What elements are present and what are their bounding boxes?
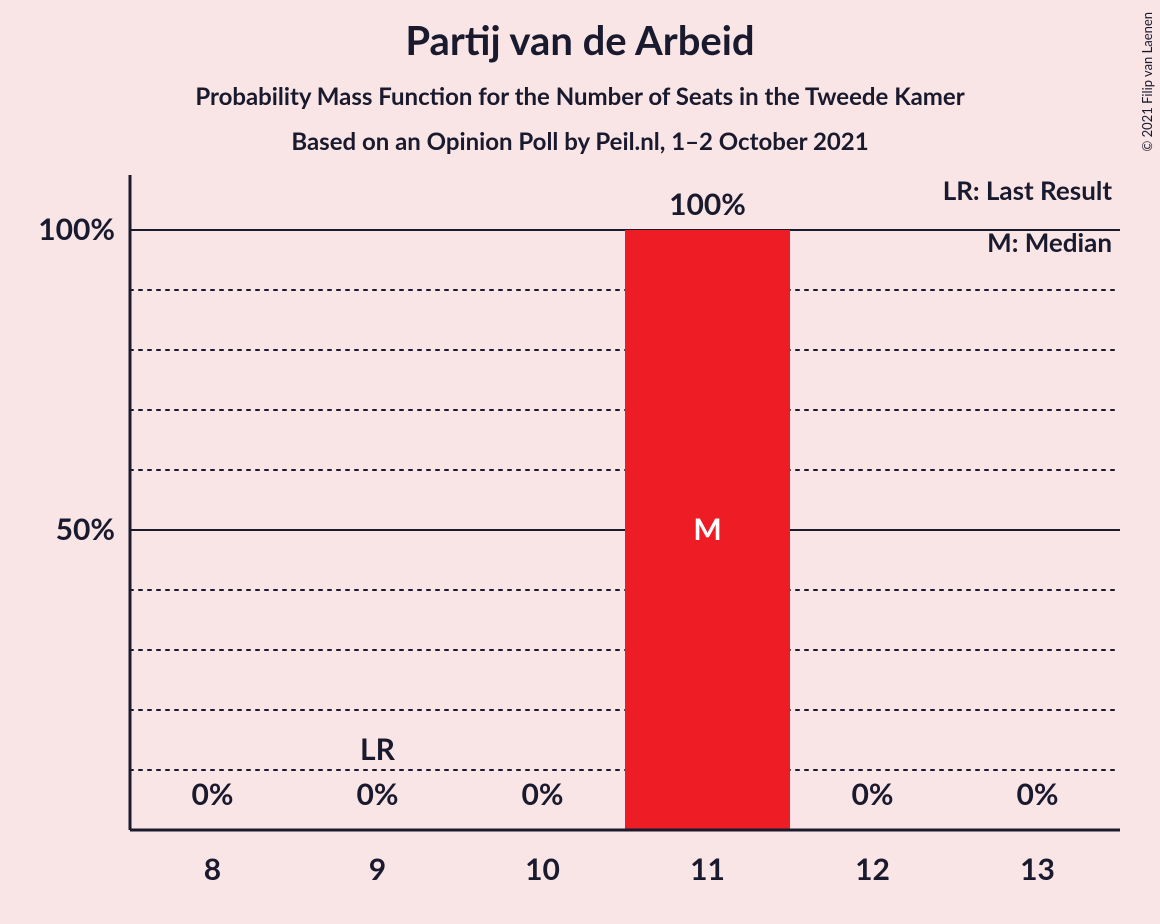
x-axis-label: 13: [1020, 851, 1055, 887]
median-annotation: M: [693, 511, 721, 547]
legend-lr: LR: Last Result: [943, 174, 1113, 206]
chart-subtitle-2: Based on an Opinion Poll by Peil.nl, 1–2…: [291, 127, 868, 156]
y-axis-label: 100%: [38, 211, 115, 247]
x-axis-label: 12: [855, 851, 890, 887]
bar-value-label: 0%: [192, 776, 234, 812]
bar-value-label: 0%: [1017, 776, 1059, 812]
x-axis-label: 8: [204, 851, 221, 887]
bar-value-label: 0%: [357, 776, 399, 812]
x-axis-label: 9: [369, 851, 386, 887]
chart-title: Partij van de Arbeid: [405, 16, 754, 64]
bar-value-label: 0%: [522, 776, 564, 812]
lr-annotation: LR: [360, 731, 396, 767]
y-axis-label: 50%: [56, 511, 115, 547]
x-axis-label: 10: [525, 851, 560, 887]
copyright-text: © 2021 Filip van Laenen: [1139, 12, 1155, 152]
x-axis-label: 11: [690, 851, 725, 887]
bar-value-label: 0%: [852, 776, 894, 812]
chart-subtitle-1: Probability Mass Function for the Number…: [195, 82, 964, 111]
legend-m: M: Median: [987, 226, 1112, 258]
bar-value-label: 100%: [669, 186, 746, 222]
pmf-chart: Partij van de Arbeid Probability Mass Fun…: [0, 0, 1160, 924]
